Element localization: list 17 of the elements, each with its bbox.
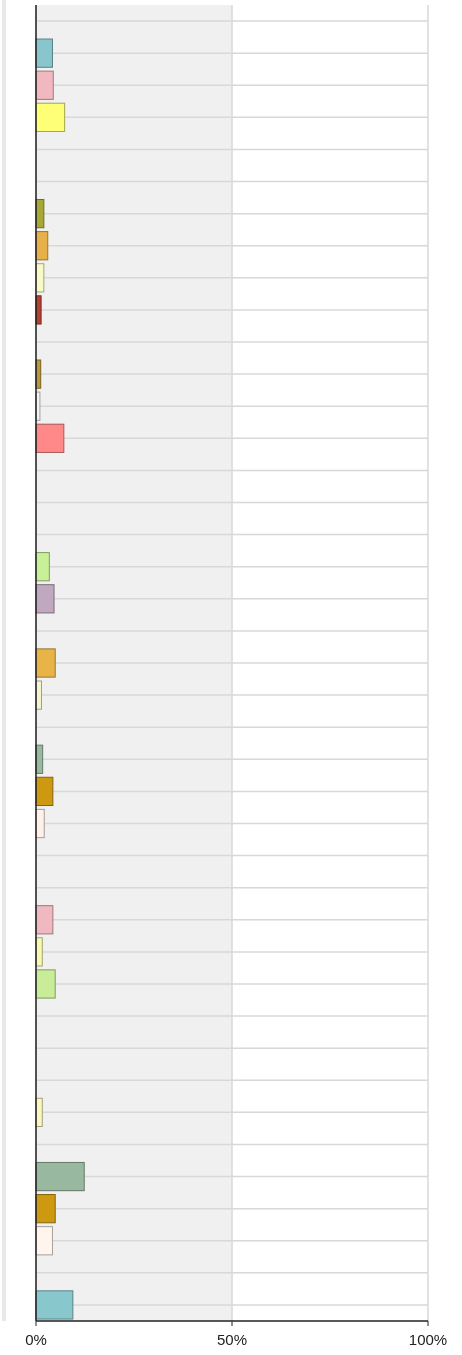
bar [35,905,54,935]
bar [35,38,53,68]
x-tick-label: 100% [408,1331,448,1348]
bar [35,1290,74,1320]
bar [35,1161,85,1192]
bar [35,552,50,582]
bar [35,102,66,132]
x-tick-label: 0% [25,1331,47,1348]
bar [35,584,55,614]
bar [35,1226,53,1256]
bar [35,648,56,678]
bar [35,1194,56,1224]
bar [35,969,56,999]
x-tick-label: 50% [216,1331,248,1348]
bar [35,776,54,807]
bar [35,70,54,100]
bar [35,423,65,453]
